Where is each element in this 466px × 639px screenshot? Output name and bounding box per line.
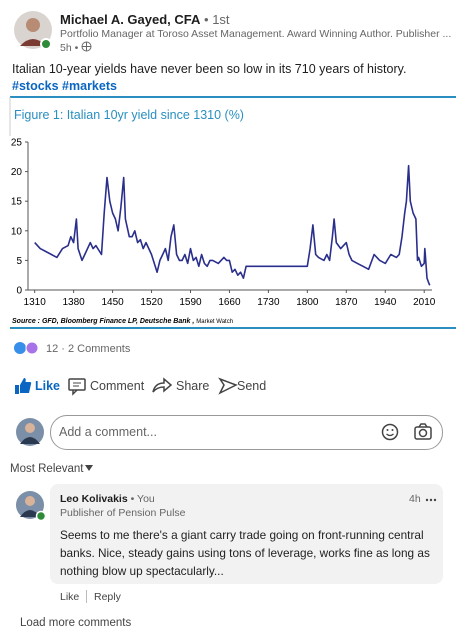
x-tick-label: 2010 xyxy=(413,297,436,308)
share-button[interactable]: Share xyxy=(176,379,210,393)
commenter-avatar[interactable] xyxy=(15,490,47,522)
x-tick-label: 1660 xyxy=(218,297,241,308)
chart-title: Figure 1: Italian 10yr yield since 1310 … xyxy=(14,108,244,122)
y-tick-label: 15 xyxy=(11,197,23,208)
user-avatar xyxy=(16,418,44,446)
comment-input[interactable] xyxy=(50,415,443,450)
y-tick-label: 20 xyxy=(11,167,23,178)
separator xyxy=(86,590,87,603)
social-counts[interactable]: 12 · 2 Comments xyxy=(46,343,131,355)
x-tick-label: 1310 xyxy=(24,297,47,308)
commenter-badge: • You xyxy=(130,493,155,505)
action-icons xyxy=(15,377,238,396)
comment-reply[interactable]: Reply xyxy=(94,591,121,603)
sort-label[interactable]: Most Relevant xyxy=(10,463,84,475)
comment-button[interactable]: Comment xyxy=(90,379,145,393)
commenter-headline: Publisher of Pension Pulse xyxy=(60,507,186,519)
y-tick-label: 25 xyxy=(11,138,23,149)
y-tick-label: 5 xyxy=(16,256,22,267)
author-name[interactable]: Michael A. Gayed, CFA xyxy=(60,12,201,27)
x-tick-label: 1870 xyxy=(335,297,358,308)
hashtag[interactable]: #markets xyxy=(62,79,117,93)
credit: Market Watch xyxy=(196,319,233,325)
y-tick-label: 10 xyxy=(11,226,23,237)
comment-card xyxy=(50,484,443,584)
source: Source : GFD, Bloomberg Finance LP, Deut… xyxy=(12,318,194,325)
like-button[interactable]: Like xyxy=(35,379,61,393)
commenter-name[interactable]: Leo Kolivakis xyxy=(60,493,128,505)
comment-text: Seems to me there's a giant carry trade … xyxy=(60,528,430,578)
degree: • 1st xyxy=(204,12,230,27)
comment-placeholder[interactable]: Add a comment... xyxy=(59,425,157,439)
x-tick-label: 1520 xyxy=(140,297,163,308)
author-avatar[interactable] xyxy=(12,10,54,52)
author-headline: Portfolio Manager at Toroso Asset Manage… xyxy=(60,28,452,40)
hashtag[interactable]: #stocks xyxy=(12,79,59,93)
send-button[interactable]: Send xyxy=(237,379,267,393)
reaction-icons xyxy=(14,341,39,355)
load-more[interactable]: Load more comments xyxy=(20,617,132,629)
x-tick-label: 1800 xyxy=(296,297,319,308)
post-body: Italian 10-year yields have never been s… xyxy=(12,62,407,76)
post-time: 5h • xyxy=(60,42,79,54)
y-tick-label: 0 xyxy=(16,286,22,297)
more-menu[interactable] xyxy=(425,498,437,502)
comment-time: 4h xyxy=(409,493,421,505)
x-tick-label: 1380 xyxy=(63,297,86,308)
comment-like[interactable]: Like xyxy=(60,591,80,603)
sort-menu[interactable]: Most Relevant xyxy=(10,463,94,475)
x-tick-label: 1450 xyxy=(101,297,124,308)
x-tick-label: 1730 xyxy=(257,297,280,308)
chart-source: Source : GFD, Bloomberg Finance LP, Deut… xyxy=(12,318,233,325)
globe-icon xyxy=(81,41,92,52)
chart: Figure 1: Italian 10yr yield since 1310 … xyxy=(9,96,456,329)
yield-line xyxy=(34,164,431,286)
caret xyxy=(84,465,93,471)
x-tick-label: 1590 xyxy=(179,297,202,308)
x-tick-label: 1940 xyxy=(374,297,397,308)
post-text: Italian 10-year yields have never been s… xyxy=(12,61,452,95)
input-icons[interactable] xyxy=(380,422,435,442)
